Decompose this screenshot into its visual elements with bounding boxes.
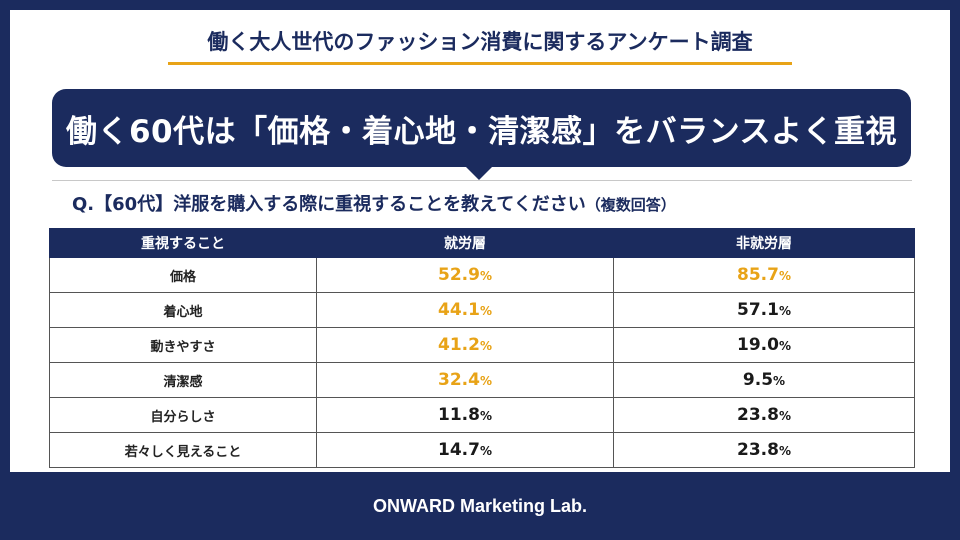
employed-value: 14.7 xyxy=(438,440,480,460)
employed-value-cell: 32.4% xyxy=(316,362,614,398)
nonemployed-value-cell: 23.8% xyxy=(613,432,915,468)
question-note: （複数回答） xyxy=(585,196,676,214)
survey-table: 重視すること 就労層 非就労層 価格 52.9% 85.7% 着心地 44.1% 57.1… xyxy=(49,228,915,468)
row-label: 自分らしさ xyxy=(49,397,317,433)
title-underline xyxy=(168,62,792,65)
percent-sign: % xyxy=(479,269,492,283)
row-label: 若々しく見えること xyxy=(49,432,317,468)
employed-value: 32.4 xyxy=(438,370,480,390)
nonemployed-value: 57.1 xyxy=(737,300,779,320)
page-title: 働く大人世代のファッション消費に関するアンケート調査 xyxy=(207,30,753,54)
question-text: Q.【60代】洋服を購入する際に重視することを教えてください xyxy=(72,194,586,215)
percent-sign: % xyxy=(778,269,791,283)
headline-banner: 働く60代は「価格・着心地・清潔感」をバランスよく重視 xyxy=(52,89,911,167)
percent-sign: % xyxy=(479,339,492,353)
nonemployed-value: 23.8 xyxy=(737,440,779,460)
row-label: 動きやすさ xyxy=(49,327,317,363)
percent-sign: % xyxy=(773,374,786,388)
employed-value: 41.2 xyxy=(438,335,480,355)
employed-value-cell: 11.8% xyxy=(316,397,614,433)
nonemployed-value-cell: 19.0% xyxy=(613,327,915,363)
nonemployed-value-cell: 9.5% xyxy=(613,362,915,398)
header-employed: 就労層 xyxy=(316,228,614,258)
table-row: 着心地 44.1% 57.1% xyxy=(49,292,915,328)
nonemployed-value: 23.8 xyxy=(737,405,779,425)
employed-value-cell: 41.2% xyxy=(316,327,614,363)
percent-sign: % xyxy=(479,304,492,318)
percent-sign: % xyxy=(479,374,492,388)
headline-text: 働く60代は「価格・着心地・清潔感」をバランスよく重視 xyxy=(65,113,898,150)
nonemployed-value-cell: 57.1% xyxy=(613,292,915,328)
divider xyxy=(52,180,912,181)
nonemployed-value-cell: 85.7% xyxy=(613,257,915,293)
table-row: 自分らしさ 11.8% 23.8% xyxy=(49,397,915,433)
nonemployed-value-cell: 23.8% xyxy=(613,397,915,433)
percent-sign: % xyxy=(778,444,791,458)
percent-sign: % xyxy=(778,339,791,353)
nonemployed-value: 85.7 xyxy=(737,265,779,285)
header-item: 重視すること xyxy=(49,228,317,258)
employed-value-cell: 52.9% xyxy=(316,257,614,293)
percent-sign: % xyxy=(778,304,791,318)
row-label: 価格 xyxy=(49,257,317,293)
employed-value-cell: 14.7% xyxy=(316,432,614,468)
row-label: 着心地 xyxy=(49,292,317,328)
nonemployed-value: 19.0 xyxy=(737,335,779,355)
survey-question: Q.【60代】洋服を購入する際に重視することを教えてください（複数回答） xyxy=(72,190,676,216)
percent-sign: % xyxy=(479,444,492,458)
table-row: 清潔感 32.4% 9.5% xyxy=(49,362,915,398)
employed-value-cell: 44.1% xyxy=(316,292,614,328)
table-row: 動きやすさ 41.2% 19.0% xyxy=(49,327,915,363)
percent-sign: % xyxy=(479,409,492,423)
employed-value: 44.1 xyxy=(438,300,480,320)
header-nonemployed: 非就労層 xyxy=(613,228,915,258)
headline-pointer xyxy=(465,166,493,180)
footer-brand: ONWARD Marketing Lab. xyxy=(372,495,587,516)
employed-value: 52.9 xyxy=(438,265,480,285)
table-header-row: 重視すること 就労層 非就労層 xyxy=(49,228,915,258)
table-body: 価格 52.9% 85.7% 着心地 44.1% 57.1% 動きやすさ 41.2% 19.0%… xyxy=(49,257,915,468)
percent-sign: % xyxy=(778,409,791,423)
nonemployed-value: 9.5 xyxy=(742,370,774,390)
table-row: 価格 52.9% 85.7% xyxy=(49,257,915,293)
row-label: 清潔感 xyxy=(49,362,317,398)
table-row: 若々しく見えること 14.7% 23.8% xyxy=(49,432,915,468)
employed-value: 11.8 xyxy=(438,405,480,425)
